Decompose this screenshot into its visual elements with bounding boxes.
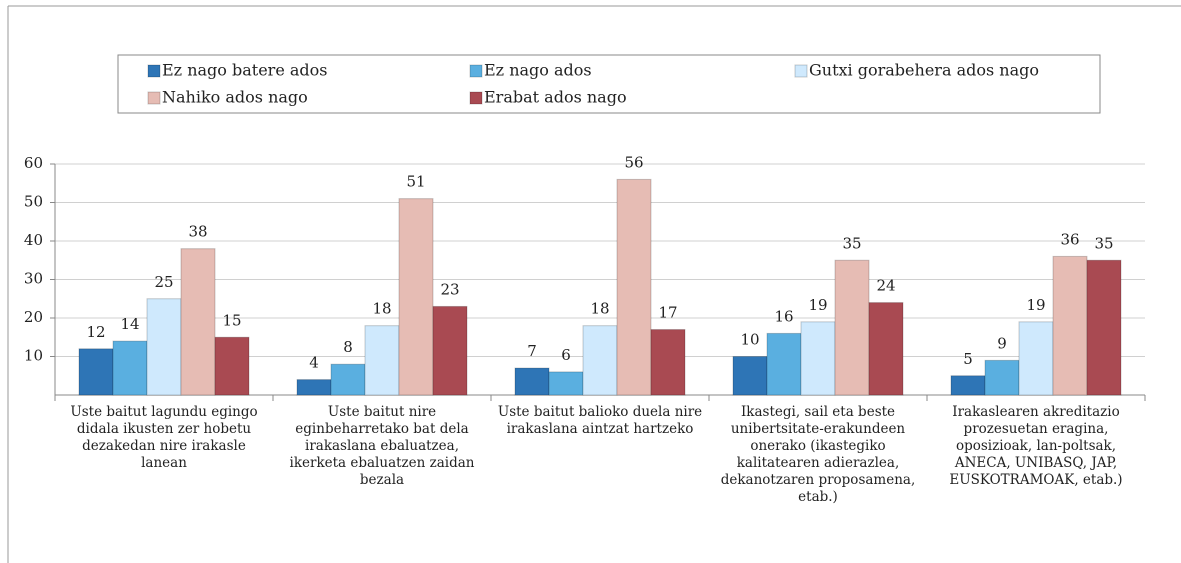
- value-label: 19: [808, 296, 827, 314]
- value-label: 24: [876, 277, 895, 295]
- legend-swatch: [469, 91, 483, 105]
- bar: [868, 302, 904, 396]
- x-tick-label: Irakaslearen akreditazio prozesuetan era…: [949, 404, 1123, 488]
- value-label: 18: [372, 300, 391, 318]
- value-label: 56: [624, 153, 643, 171]
- value-label: 14: [120, 315, 139, 333]
- x-tick-label: Uste baitut lagundu egingo didala ikuste…: [70, 404, 258, 471]
- bar: [732, 356, 768, 396]
- y-tick-label: 50: [24, 193, 43, 211]
- bar: [834, 259, 870, 396]
- bar: [432, 305, 468, 396]
- bar: [364, 325, 400, 396]
- value-label: 35: [1094, 234, 1113, 252]
- bar: [582, 325, 618, 396]
- bar: [950, 375, 986, 396]
- value-label: 18: [590, 300, 609, 318]
- value-label: 16: [774, 307, 793, 325]
- y-tick-label: 60: [24, 154, 43, 172]
- legend-label: Erabat ados nago: [484, 88, 627, 107]
- bar: [1052, 255, 1088, 396]
- bar: [766, 332, 802, 396]
- y-tick-label: 30: [24, 270, 43, 288]
- bar: [398, 198, 434, 396]
- value-label: 17: [658, 304, 677, 322]
- legend-swatch: [794, 64, 808, 78]
- bar: [214, 336, 250, 396]
- y-tick-label: 40: [24, 231, 43, 249]
- value-label: 51: [406, 173, 425, 191]
- bar: [78, 348, 114, 396]
- value-label: 23: [440, 280, 459, 298]
- value-label: 38: [188, 223, 207, 241]
- bar: [1086, 259, 1122, 396]
- legend-swatch: [147, 64, 161, 78]
- legend-swatch: [147, 91, 161, 105]
- value-label: 36: [1060, 230, 1079, 248]
- y-tick-label: 20: [24, 308, 43, 326]
- legend-label: Ez nago ados: [484, 61, 592, 80]
- bar: [514, 367, 550, 396]
- value-label: 7: [527, 342, 537, 360]
- x-tick-label: Ikastegi, sail eta beste unibertsitate-e…: [720, 404, 916, 505]
- legend-box: [117, 54, 1101, 114]
- y-tick-label: 10: [24, 347, 43, 365]
- value-label: 15: [222, 311, 241, 329]
- bar: [1018, 321, 1054, 396]
- value-label: 6: [561, 346, 571, 364]
- legend-swatch: [469, 64, 483, 78]
- value-label: 19: [1026, 296, 1045, 314]
- legend-label: Nahiko ados nago: [162, 88, 308, 107]
- bar: [800, 321, 836, 396]
- value-label: 25: [154, 273, 173, 291]
- legend-label: Ez nago batere ados: [162, 61, 328, 80]
- bar: [984, 359, 1020, 396]
- bar: [616, 178, 652, 396]
- bar: [146, 298, 182, 396]
- x-tick-label: Uste baitut balioko duela nire irakaslan…: [497, 404, 703, 437]
- legend-label: Gutxi gorabehera ados nago: [809, 61, 1039, 80]
- value-label: 10: [740, 331, 759, 349]
- bar: [296, 379, 332, 396]
- bar: [330, 363, 366, 396]
- bar: [650, 329, 686, 396]
- value-label: 4: [309, 354, 319, 372]
- bar: [548, 371, 584, 396]
- value-label: 9: [997, 334, 1007, 352]
- value-label: 35: [842, 234, 861, 252]
- value-label: 5: [963, 350, 973, 368]
- bar: [180, 248, 216, 396]
- x-tick-label: Uste baitut nire eginbeharretako bat del…: [289, 404, 475, 488]
- bar: [112, 340, 148, 396]
- value-label: 12: [86, 323, 105, 341]
- value-label: 8: [343, 338, 353, 356]
